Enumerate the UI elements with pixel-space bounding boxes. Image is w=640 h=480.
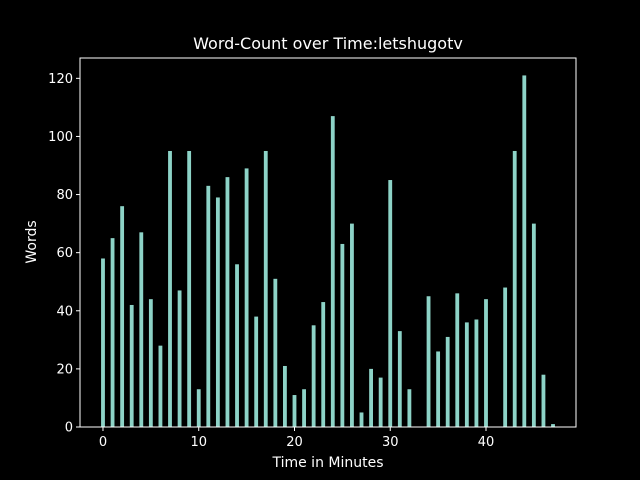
bar-46 <box>541 374 546 427</box>
chart-title: Word-Count over Time:letshugotv <box>193 34 463 53</box>
y-tick-label: 120 <box>48 72 73 87</box>
bar-18 <box>273 278 278 427</box>
bar-47 <box>551 424 555 427</box>
bar-37 <box>455 293 460 427</box>
bar-25 <box>340 243 345 427</box>
bar-45 <box>531 223 536 427</box>
y-axis-ticks: 0 20 40 60 80 100 120 <box>48 72 80 436</box>
bar-19 <box>283 365 287 427</box>
bar-42 <box>503 287 508 427</box>
bars-group <box>101 75 555 428</box>
bar-13 <box>225 177 230 427</box>
bar-27 <box>359 412 364 427</box>
bar-7 <box>168 150 172 428</box>
bar-40 <box>484 299 488 427</box>
bar-2 <box>120 206 125 427</box>
bar-32 <box>407 389 412 427</box>
bar-30 <box>388 180 393 427</box>
bar-0 <box>101 258 105 427</box>
x-tick-label: 20 <box>286 435 303 450</box>
bar-9 <box>187 150 192 428</box>
y-tick-label: 80 <box>56 188 73 203</box>
bar-35 <box>436 351 441 427</box>
bar-16 <box>254 316 259 427</box>
bar-5 <box>148 299 153 427</box>
bar-28 <box>369 368 373 427</box>
x-tick-label: 10 <box>190 435 207 450</box>
bar-14 <box>235 264 239 427</box>
bar-12 <box>215 197 220 427</box>
bar-15 <box>244 168 249 427</box>
x-tick-label: 40 <box>478 435 495 450</box>
bar-36 <box>445 336 450 427</box>
y-tick-label: 60 <box>56 246 73 261</box>
bar-6 <box>158 345 163 427</box>
plot-frame <box>79 57 577 428</box>
bar-1 <box>110 238 115 427</box>
bar-31 <box>397 331 402 427</box>
bar-43 <box>512 150 517 428</box>
bar-38 <box>464 322 469 427</box>
bar-21 <box>302 389 306 427</box>
bar-23 <box>321 302 326 427</box>
bar-34 <box>426 296 431 427</box>
bar-24 <box>330 116 335 428</box>
x-tick-label: 0 <box>99 435 107 450</box>
y-tick-label: 100 <box>48 130 73 145</box>
x-axis-label: Time in Minutes <box>271 455 383 471</box>
y-tick-label: 20 <box>56 362 73 377</box>
bar-29 <box>378 377 383 427</box>
bar-4 <box>139 232 144 427</box>
bar-22 <box>311 325 316 427</box>
bar-39 <box>474 319 479 427</box>
x-axis-ticks: 0 10 20 30 40 <box>99 427 494 450</box>
bar-20 <box>292 395 297 427</box>
y-tick-label: 40 <box>56 304 73 319</box>
bar-44 <box>522 75 527 428</box>
x-tick-label: 30 <box>382 435 399 450</box>
bar-10 <box>196 389 201 427</box>
bar-11 <box>206 185 211 427</box>
y-tick-label: 0 <box>65 421 73 436</box>
bar-26 <box>350 223 354 427</box>
y-axis-label: Words <box>24 220 40 263</box>
bar-17 <box>263 150 268 428</box>
bar-3 <box>129 304 134 427</box>
bar-8 <box>177 290 182 427</box>
